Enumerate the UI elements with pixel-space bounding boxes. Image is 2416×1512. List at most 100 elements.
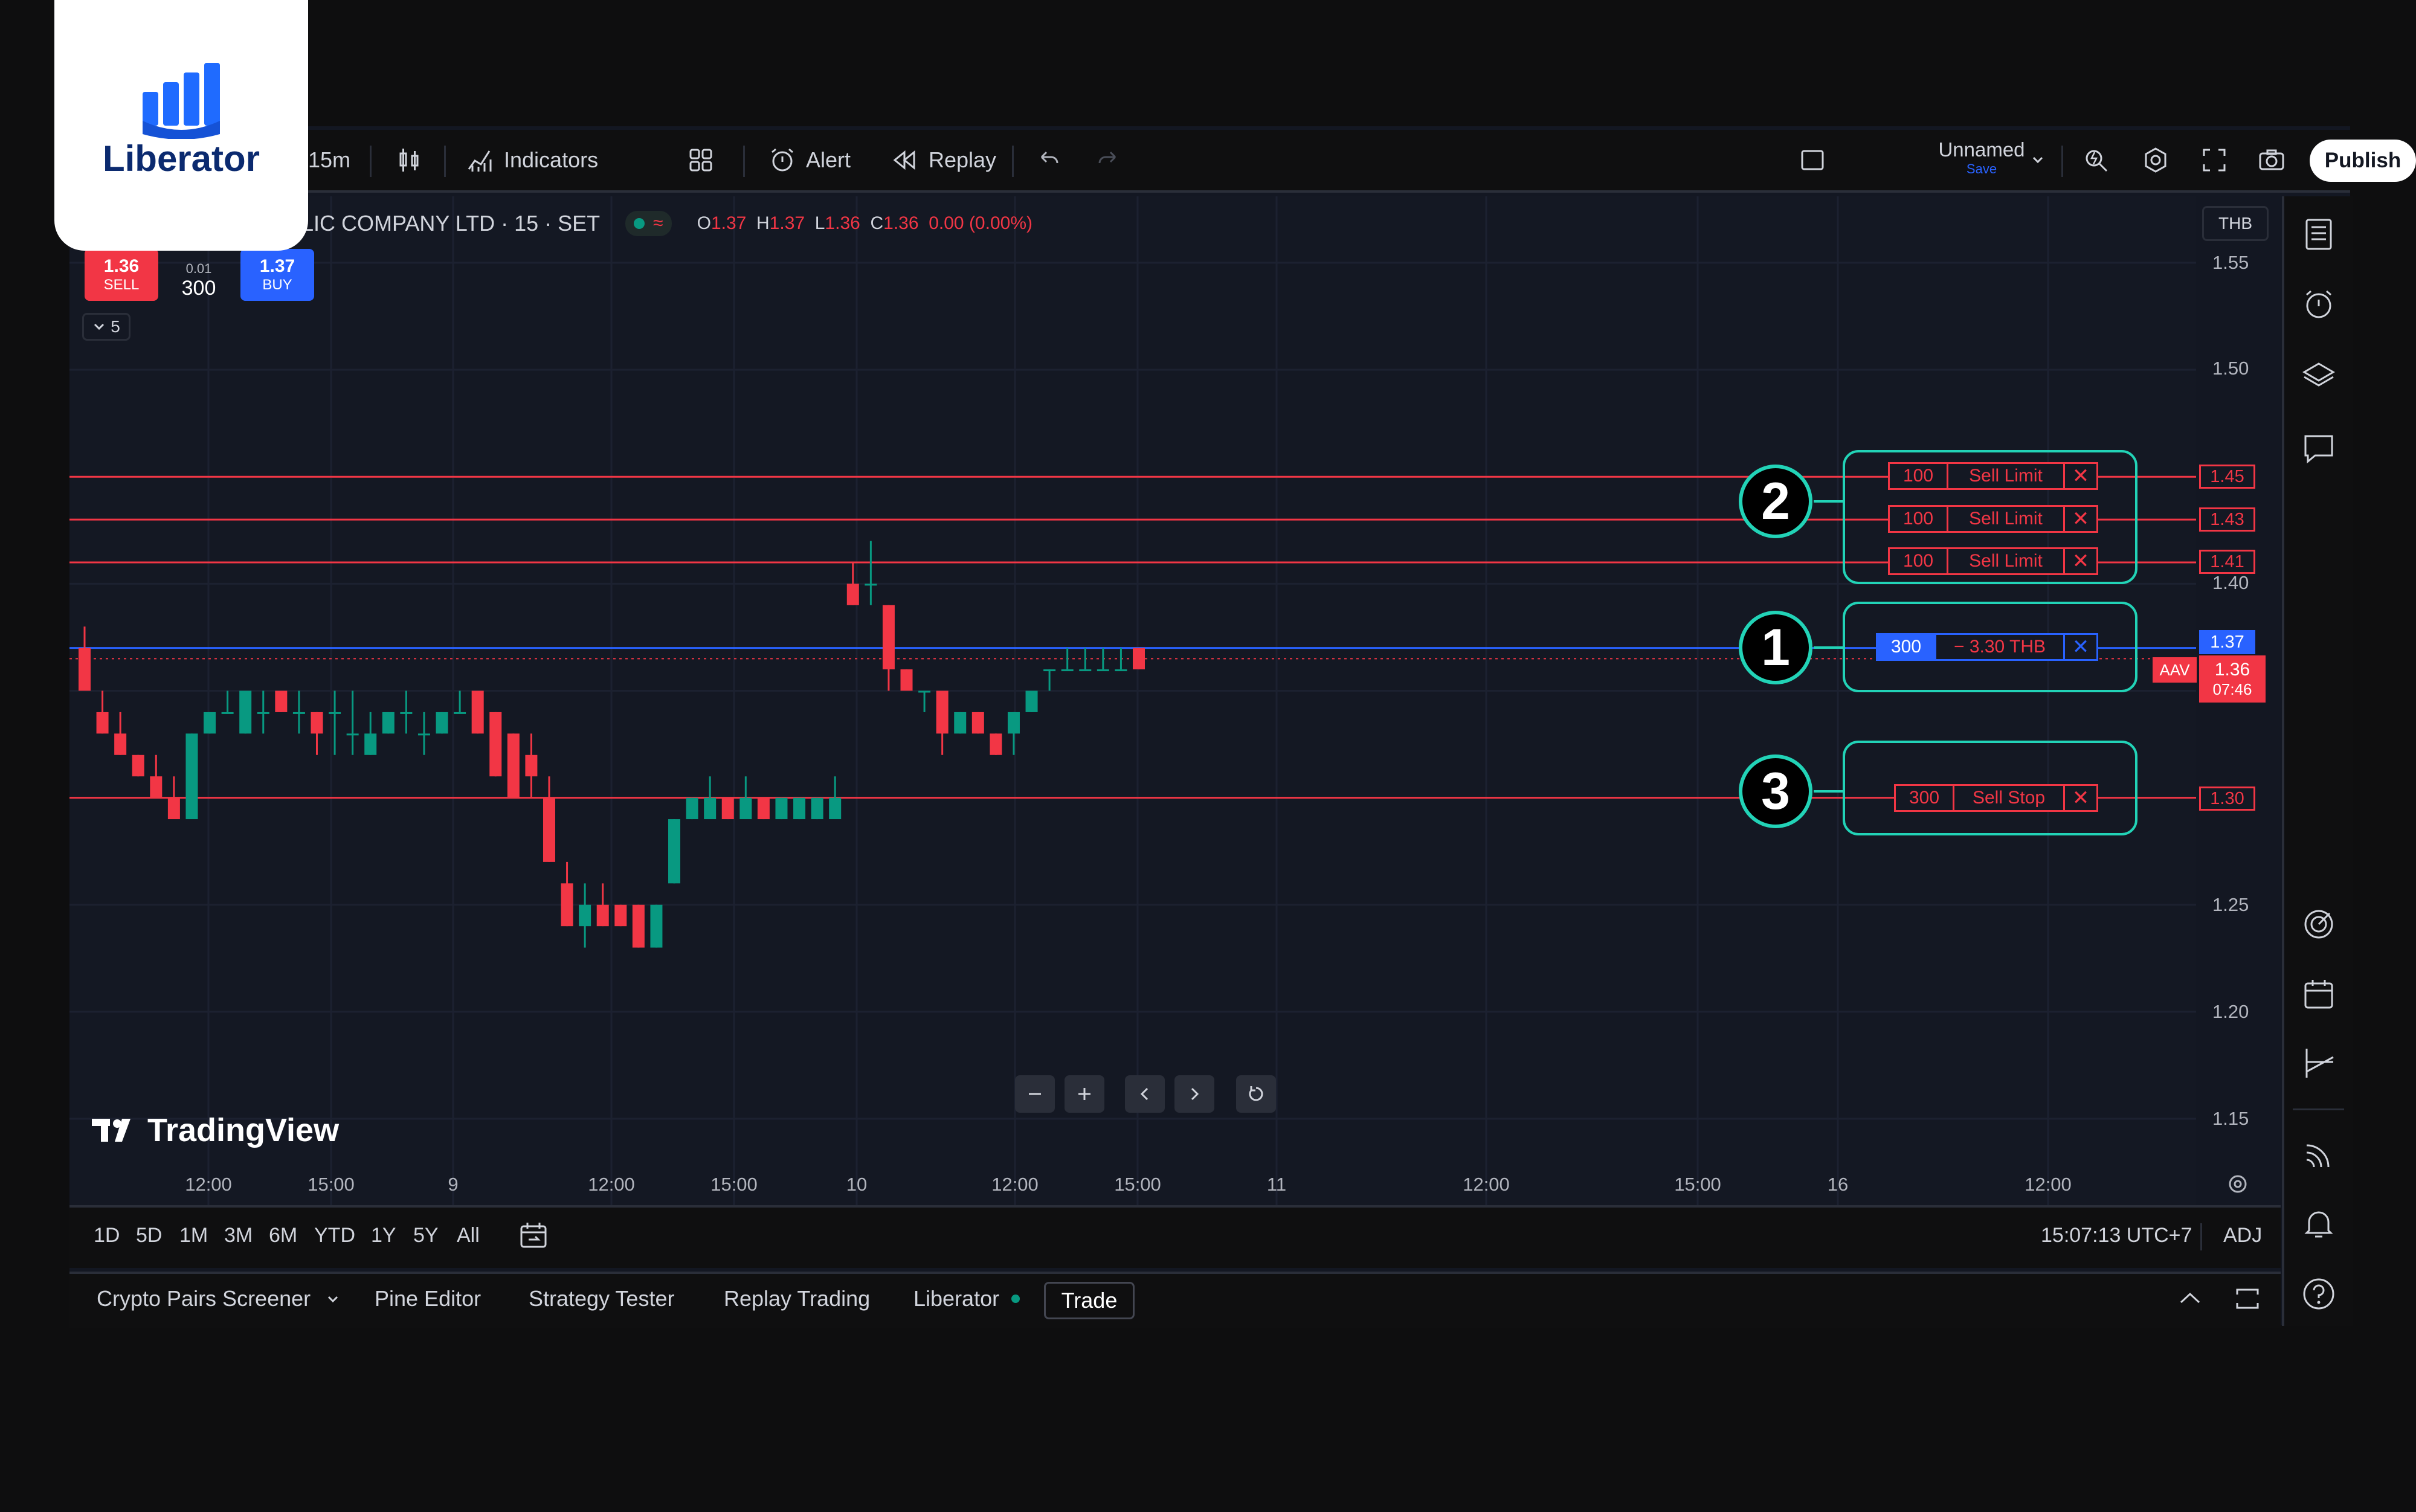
symbol-name[interactable]: BLIC COMPANY LTD · 15 · SET xyxy=(287,211,601,236)
position-line[interactable]: 300 − 3.30 THB ✕ xyxy=(1876,633,2098,661)
target-icon[interactable] xyxy=(2301,906,2337,942)
timeframe-button-5y[interactable]: 5Y xyxy=(413,1223,439,1247)
timeframe-button-3m[interactable]: 3M xyxy=(224,1223,253,1247)
chart-pane[interactable] xyxy=(69,196,2196,1205)
settings-button[interactable] xyxy=(2141,130,2171,190)
layout-name-button[interactable]: Unnamed Save xyxy=(1924,138,2039,182)
gear-icon xyxy=(2229,1175,2247,1193)
signal-feed-icon[interactable] xyxy=(2301,1136,2337,1172)
order-type[interactable]: Sell Limit xyxy=(1969,509,2043,529)
zoom-in-button[interactable] xyxy=(1065,1075,1104,1113)
timeframe-button-1y[interactable]: 1Y xyxy=(371,1223,396,1247)
currency-button[interactable]: THB xyxy=(2202,206,2269,241)
candle-body xyxy=(311,712,323,734)
tab-trade[interactable]: Trade xyxy=(1044,1282,1135,1319)
tab-strategy-tester[interactable]: Strategy Tester xyxy=(529,1272,674,1326)
panel-maximize-button[interactable] xyxy=(2232,1284,2263,1314)
price-chart[interactable] xyxy=(69,196,2196,1205)
order-quantity[interactable]: 300 xyxy=(1896,786,1955,810)
order-quantity[interactable]: 100 xyxy=(1890,549,1949,573)
chat-icon[interactable] xyxy=(2301,430,2337,466)
indicators-button[interactable]: Indicators xyxy=(465,130,598,190)
sell-limit-order-3[interactable]: 100 Sell Limit ✕ xyxy=(1888,547,2098,575)
timeframe-button-ytd[interactable]: YTD xyxy=(314,1223,355,1247)
replay-button[interactable]: Replay xyxy=(890,130,996,190)
interval-button[interactable]: 15m xyxy=(308,130,350,190)
tab-replay-trading[interactable]: Replay Trading xyxy=(724,1272,870,1326)
scroll-left-button[interactable] xyxy=(1125,1075,1165,1113)
order-type[interactable]: Sell Limit xyxy=(1969,466,2043,486)
symbol-header: BLIC COMPANY LTD · 15 · SET ≈ O1.37 H1.3… xyxy=(287,208,1032,239)
timeframe-button-5d[interactable]: 5D xyxy=(136,1223,163,1247)
candle-body xyxy=(954,712,967,734)
tab-pine-editor[interactable]: Pine Editor xyxy=(375,1272,481,1326)
layout-menu-button[interactable] xyxy=(2029,130,2047,190)
zoom-out-button[interactable] xyxy=(1015,1075,1055,1113)
order-type[interactable]: Sell Stop xyxy=(1972,788,2046,808)
close-position-icon[interactable]: ✕ xyxy=(2063,635,2096,659)
candle-body xyxy=(811,797,823,820)
quantity-field[interactable]: 0.01 300 xyxy=(162,245,236,300)
chevron-down-icon xyxy=(2032,156,2043,164)
tradingview-watermark[interactable]: TradingView xyxy=(91,1111,339,1149)
timeframe-button-6m[interactable]: 6M xyxy=(269,1223,298,1247)
undo-button[interactable] xyxy=(1033,130,1063,190)
timeframe-button-1d[interactable]: 1D xyxy=(94,1223,120,1247)
tab-liberator[interactable]: Liberator xyxy=(913,1272,1020,1326)
candle-body xyxy=(275,690,288,712)
candle-body xyxy=(900,669,913,691)
watchlist-icon[interactable] xyxy=(2301,216,2337,253)
sell-limit-order-2[interactable]: 100 Sell Limit ✕ xyxy=(1888,505,2098,533)
reset-icon xyxy=(1249,1086,1263,1101)
callout-number: 1 xyxy=(1761,618,1790,677)
sell-stop-order[interactable]: 300 Sell Stop ✕ xyxy=(1894,784,2098,812)
help-icon[interactable] xyxy=(2301,1276,2337,1312)
timeframe-button-1m[interactable]: 1M xyxy=(179,1223,208,1247)
camera-icon xyxy=(2259,149,2284,170)
clock-text: 15:07:13 UTC+7 xyxy=(2041,1223,2192,1247)
layers-icon[interactable] xyxy=(2301,356,2337,393)
market-status-pill[interactable]: ≈ xyxy=(625,211,672,236)
order-type[interactable]: Sell Limit xyxy=(1969,551,2043,571)
templates-button[interactable] xyxy=(686,130,716,190)
quick-search-button[interactable] xyxy=(2081,130,2112,190)
candle-body xyxy=(971,712,984,734)
order-quantity[interactable]: 100 xyxy=(1890,507,1949,531)
position-quantity[interactable]: 300 xyxy=(1878,635,1937,659)
calendar-icon[interactable] xyxy=(2301,976,2337,1012)
redo-button[interactable] xyxy=(1094,130,1124,190)
date-range-button[interactable] xyxy=(517,1219,550,1253)
bell-icon[interactable] xyxy=(2301,1205,2337,1241)
options-chart-icon[interactable] xyxy=(2301,1045,2337,1081)
alarm-clock-icon[interactable] xyxy=(2301,286,2337,323)
candle-body xyxy=(579,904,591,927)
delayed-data-icon: ≈ xyxy=(653,213,663,233)
cancel-order-icon[interactable]: ✕ xyxy=(2063,507,2096,531)
layout-toggle[interactable] xyxy=(1797,130,1828,190)
alert-button[interactable]: Alert xyxy=(767,130,851,190)
clock-readout[interactable]: 15:07:13 UTC+7 xyxy=(2041,1205,2192,1266)
fullscreen-button[interactable] xyxy=(2199,130,2229,190)
adj-toggle[interactable]: ADJ xyxy=(2223,1205,2262,1266)
snapshot-button[interactable] xyxy=(2257,130,2287,190)
chart-type-button[interactable] xyxy=(394,130,424,190)
cancel-order-icon[interactable]: ✕ xyxy=(2063,549,2096,573)
cancel-order-icon[interactable]: ✕ xyxy=(2063,464,2096,488)
publish-label: Publish xyxy=(2324,149,2402,172)
reset-chart-button[interactable] xyxy=(1236,1075,1276,1113)
axis-settings-button[interactable] xyxy=(2224,1171,2251,1197)
toolbar-separator xyxy=(370,146,372,177)
timeframe-button-all[interactable]: All xyxy=(457,1223,480,1247)
cancel-order-icon[interactable]: ✕ xyxy=(2063,786,2096,810)
sell-limit-order-1[interactable]: 100 Sell Limit ✕ xyxy=(1888,462,2098,490)
sell-button[interactable]: 1.36 SELL xyxy=(85,249,158,301)
publish-button[interactable]: Publish xyxy=(2310,140,2416,182)
indicator-collapse-button[interactable]: 5 xyxy=(82,313,130,341)
order-quantity[interactable]: 100 xyxy=(1890,464,1949,488)
redo-icon xyxy=(1098,151,1116,164)
tab-crypto-pairs-screener[interactable]: Crypto Pairs Screener xyxy=(97,1272,341,1326)
scroll-right-button[interactable] xyxy=(1174,1075,1214,1113)
candle-body xyxy=(632,904,645,948)
buy-button[interactable]: 1.37 BUY xyxy=(240,249,314,301)
panel-collapse-button[interactable] xyxy=(2175,1287,2205,1311)
